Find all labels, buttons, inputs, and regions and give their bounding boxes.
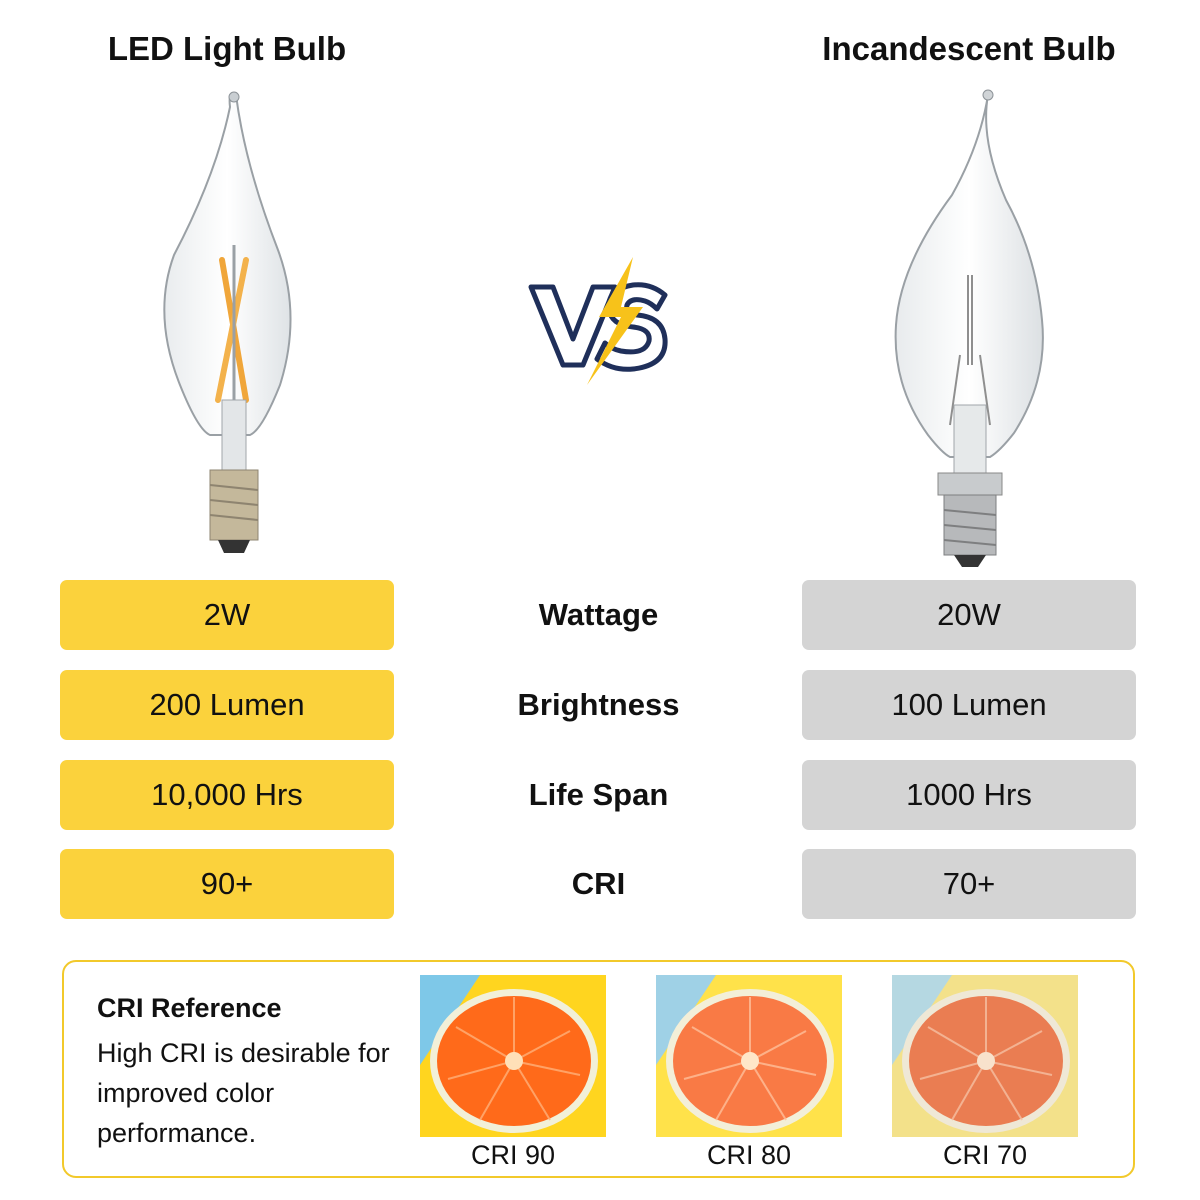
cri-reference-title: CRI Reference	[97, 993, 282, 1023]
cri-reference-description: High CRI is desirable for improved color…	[97, 1038, 390, 1148]
led-column-title: LED Light Bulb	[107, 30, 347, 67]
incandescent-bulb-image	[880, 85, 1060, 580]
cri-80-swatch-image	[656, 975, 842, 1137]
cri-70-swatch-image	[892, 975, 1078, 1137]
vs-emblem: VS	[525, 255, 675, 395]
led-wattage-value: 2W	[60, 580, 394, 650]
metric-lifespan-label: Life Span	[528, 777, 669, 812]
led-cri-value: 90+	[60, 849, 394, 919]
led-bulb-image	[150, 85, 310, 570]
led-brightness-value: 200 Lumen	[60, 670, 394, 740]
incandescent-cri-value: 70+	[802, 849, 1136, 919]
led-lifespan-value: 10,000 Hrs	[60, 760, 394, 830]
cri-80-label: CRI 80	[706, 1140, 792, 1170]
incandescent-column-title: Incandescent Bulb	[822, 30, 1116, 67]
cri-90-swatch-image	[420, 975, 606, 1137]
cri-70-label: CRI 70	[942, 1140, 1028, 1170]
metric-brightness-label: Brightness	[517, 687, 680, 722]
incandescent-wattage-value: 20W	[802, 580, 1136, 650]
metric-cri-label: CRI	[571, 866, 626, 901]
incandescent-brightness-value: 100 Lumen	[802, 670, 1136, 740]
metric-wattage-label: Wattage	[538, 597, 659, 632]
incandescent-lifespan-value: 1000 Hrs	[802, 760, 1136, 830]
cri-reference-panel	[62, 960, 1135, 1178]
cri-90-label: CRI 90	[470, 1140, 556, 1170]
